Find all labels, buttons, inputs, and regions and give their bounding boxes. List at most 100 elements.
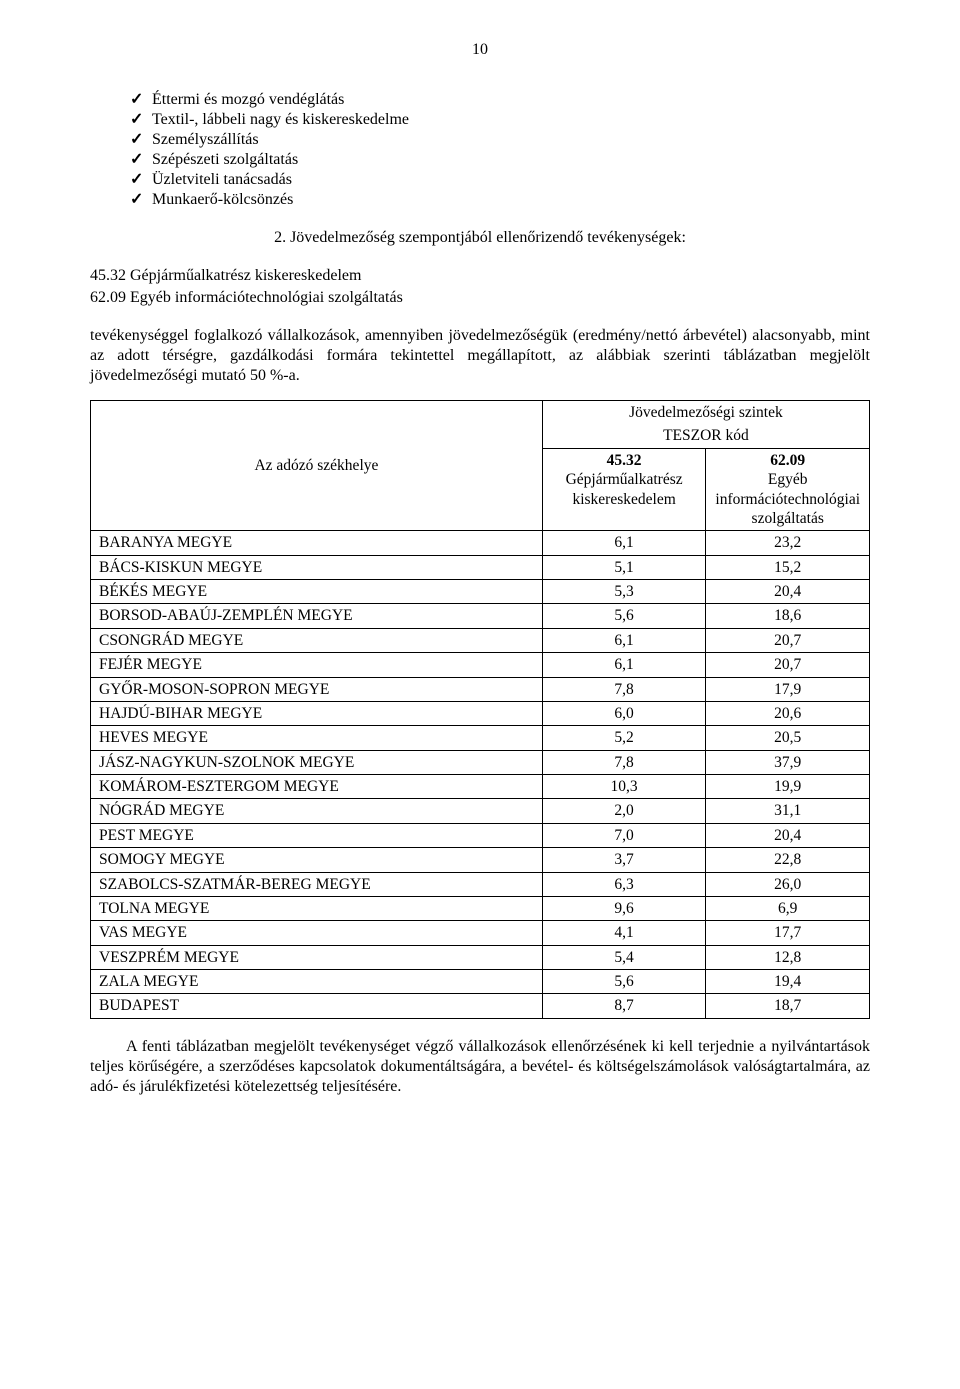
value-cell: 9,6 bbox=[542, 896, 706, 920]
value-cell: 5,3 bbox=[542, 580, 706, 604]
county-cell: VAS MEGYE bbox=[91, 921, 543, 945]
county-cell: ZALA MEGYE bbox=[91, 970, 543, 994]
table-row: SZABOLCS-SZATMÁR-BEREG MEGYE6,326,0 bbox=[91, 872, 870, 896]
checklist: Éttermi és mozgó vendéglátás Textil-, lá… bbox=[130, 90, 870, 210]
value-cell: 10,3 bbox=[542, 775, 706, 799]
col1-header: 45.32 Gépjárműalkatrész kiskereskedelem bbox=[542, 448, 706, 531]
county-cell: HAJDÚ-BIHAR MEGYE bbox=[91, 701, 543, 725]
table-row: BORSOD-ABAÚJ-ZEMPLÉN MEGYE5,618,6 bbox=[91, 604, 870, 628]
value-cell: 19,9 bbox=[706, 775, 870, 799]
col2-label: Egyéb információtechnológiai szolgáltatá… bbox=[715, 471, 860, 527]
value-cell: 26,0 bbox=[706, 872, 870, 896]
county-cell: TOLNA MEGYE bbox=[91, 896, 543, 920]
table-title: Jövedelmezőségi szintek bbox=[542, 401, 869, 425]
county-cell: CSONGRÁD MEGYE bbox=[91, 628, 543, 652]
value-cell: 22,8 bbox=[706, 848, 870, 872]
value-cell: 6,1 bbox=[542, 531, 706, 555]
checklist-item: Üzletviteli tanácsadás bbox=[130, 170, 870, 190]
value-cell: 7,0 bbox=[542, 823, 706, 847]
table-row: JÁSZ-NAGYKUN-SZOLNOK MEGYE7,837,9 bbox=[91, 750, 870, 774]
checklist-item: Textil-, lábbeli nagy és kiskereskedelme bbox=[130, 110, 870, 130]
value-cell: 20,7 bbox=[706, 653, 870, 677]
value-cell: 17,9 bbox=[706, 677, 870, 701]
value-cell: 31,1 bbox=[706, 799, 870, 823]
checklist-item: Munkaerő-kölcsönzés bbox=[130, 190, 870, 210]
value-cell: 17,7 bbox=[706, 921, 870, 945]
county-cell: PEST MEGYE bbox=[91, 823, 543, 847]
table-row: SOMOGY MEGYE3,722,8 bbox=[91, 848, 870, 872]
value-cell: 8,7 bbox=[542, 994, 706, 1018]
value-cell: 4,1 bbox=[542, 921, 706, 945]
value-cell: 20,7 bbox=[706, 628, 870, 652]
col2-code: 62.09 bbox=[770, 452, 805, 469]
county-cell: SOMOGY MEGYE bbox=[91, 848, 543, 872]
teszor-code-1: 45.32 Gépjárműalkatrész kiskereskedelem bbox=[90, 266, 870, 286]
col1-label: Gépjárműalkatrész kiskereskedelem bbox=[566, 471, 683, 507]
county-cell: HEVES MEGYE bbox=[91, 726, 543, 750]
value-cell: 5,6 bbox=[542, 970, 706, 994]
paragraph-1: tevékenységgel foglalkozó vállalkozások,… bbox=[90, 326, 870, 386]
value-cell: 7,8 bbox=[542, 677, 706, 701]
value-cell: 6,9 bbox=[706, 896, 870, 920]
value-cell: 5,1 bbox=[542, 555, 706, 579]
county-cell: GYŐR-MOSON-SOPRON MEGYE bbox=[91, 677, 543, 701]
value-cell: 5,6 bbox=[542, 604, 706, 628]
col1-code: 45.32 bbox=[607, 452, 642, 469]
paragraph-2: A fenti táblázatban megjelölt tevékenysé… bbox=[90, 1037, 870, 1097]
table-row: ZALA MEGYE5,619,4 bbox=[91, 970, 870, 994]
county-cell: FEJÉR MEGYE bbox=[91, 653, 543, 677]
table-row: BÁCS-KISKUN MEGYE5,115,2 bbox=[91, 555, 870, 579]
table-row: VAS MEGYE4,117,7 bbox=[91, 921, 870, 945]
checklist-item: Éttermi és mozgó vendéglátás bbox=[130, 90, 870, 110]
table-row: GYŐR-MOSON-SOPRON MEGYE7,817,9 bbox=[91, 677, 870, 701]
value-cell: 37,9 bbox=[706, 750, 870, 774]
county-cell: BORSOD-ABAÚJ-ZEMPLÉN MEGYE bbox=[91, 604, 543, 628]
value-cell: 6,1 bbox=[542, 628, 706, 652]
page-number: 10 bbox=[90, 40, 870, 60]
row-header-cell: Az adózó székhelye bbox=[91, 401, 543, 531]
value-cell: 6,3 bbox=[542, 872, 706, 896]
sub-heading: 2. Jövedelmezőség szempontjából ellenőri… bbox=[90, 228, 870, 248]
teszor-code-2: 62.09 Egyéb információtechnológiai szolg… bbox=[90, 288, 870, 308]
table-row: HAJDÚ-BIHAR MEGYE6,020,6 bbox=[91, 701, 870, 725]
value-cell: 5,2 bbox=[542, 726, 706, 750]
value-cell: 19,4 bbox=[706, 970, 870, 994]
county-cell: JÁSZ-NAGYKUN-SZOLNOK MEGYE bbox=[91, 750, 543, 774]
value-cell: 18,7 bbox=[706, 994, 870, 1018]
county-cell: BUDAPEST bbox=[91, 994, 543, 1018]
value-cell: 20,4 bbox=[706, 823, 870, 847]
value-cell: 12,8 bbox=[706, 945, 870, 969]
county-cell: VESZPRÉM MEGYE bbox=[91, 945, 543, 969]
profitability-table: Az adózó székhelye Jövedelmezőségi szint… bbox=[90, 400, 870, 1019]
value-cell: 6,0 bbox=[542, 701, 706, 725]
table-row: CSONGRÁD MEGYE6,120,7 bbox=[91, 628, 870, 652]
county-cell: SZABOLCS-SZATMÁR-BEREG MEGYE bbox=[91, 872, 543, 896]
value-cell: 3,7 bbox=[542, 848, 706, 872]
county-cell: BARANYA MEGYE bbox=[91, 531, 543, 555]
table-row: KOMÁROM-ESZTERGOM MEGYE10,319,9 bbox=[91, 775, 870, 799]
table-row: TOLNA MEGYE9,66,9 bbox=[91, 896, 870, 920]
table-row: NÓGRÁD MEGYE2,031,1 bbox=[91, 799, 870, 823]
county-cell: NÓGRÁD MEGYE bbox=[91, 799, 543, 823]
table-body: BARANYA MEGYE6,123,2 BÁCS-KISKUN MEGYE5,… bbox=[91, 531, 870, 1019]
value-cell: 18,6 bbox=[706, 604, 870, 628]
value-cell: 7,8 bbox=[542, 750, 706, 774]
value-cell: 23,2 bbox=[706, 531, 870, 555]
value-cell: 2,0 bbox=[542, 799, 706, 823]
table-subtitle: TESZOR kód bbox=[542, 424, 869, 448]
value-cell: 20,6 bbox=[706, 701, 870, 725]
checklist-item: Személyszállítás bbox=[130, 130, 870, 150]
county-cell: BÁCS-KISKUN MEGYE bbox=[91, 555, 543, 579]
value-cell: 20,4 bbox=[706, 580, 870, 604]
value-cell: 20,5 bbox=[706, 726, 870, 750]
table-row: BUDAPEST8,718,7 bbox=[91, 994, 870, 1018]
table-row: FEJÉR MEGYE6,120,7 bbox=[91, 653, 870, 677]
teszor-codes: 45.32 Gépjárműalkatrész kiskereskedelem … bbox=[90, 266, 870, 308]
col2-header: 62.09 Egyéb információtechnológiai szolg… bbox=[706, 448, 870, 531]
table-row: VESZPRÉM MEGYE5,412,8 bbox=[91, 945, 870, 969]
value-cell: 5,4 bbox=[542, 945, 706, 969]
value-cell: 15,2 bbox=[706, 555, 870, 579]
value-cell: 6,1 bbox=[542, 653, 706, 677]
table-row: BARANYA MEGYE6,123,2 bbox=[91, 531, 870, 555]
checklist-item: Szépészeti szolgáltatás bbox=[130, 150, 870, 170]
